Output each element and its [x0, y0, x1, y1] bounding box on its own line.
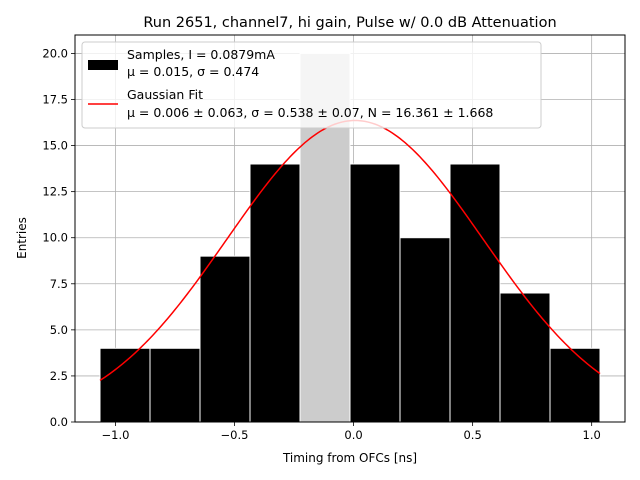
- legend-fit-stats: μ = 0.006 ± 0.063, σ = 0.538 ± 0.07, N =…: [127, 105, 493, 120]
- x-tick-label: −0.5: [221, 428, 249, 442]
- histogram-bar: [99, 347, 151, 423]
- histogram-bar: [199, 255, 251, 423]
- histogram-bar: [549, 347, 601, 423]
- histogram-bar: [349, 163, 401, 423]
- plot-frame: [74, 34, 626, 423]
- y-tick-label: 12.5: [42, 185, 68, 199]
- histogram-bar: [149, 347, 201, 423]
- x-tick-label: 1.0: [583, 428, 601, 442]
- legend-samples-stats: μ = 0.015, σ = 0.474: [127, 64, 259, 79]
- y-tick-label: 15.0: [42, 139, 68, 153]
- legend-fit-label: Gaussian Fit: [127, 87, 203, 102]
- x-axis-ticks: −1.0 −0.5 0.0 0.5 1.0: [102, 422, 601, 442]
- y-axis-label: Entries: [15, 217, 29, 259]
- y-axis-ticks: 0.0 2.5 5.0 7.5 10.0 12.5 15.0 17.5 20.0: [42, 46, 75, 429]
- y-tick-label: 10.0: [42, 231, 68, 245]
- x-tick-label: 0.0: [344, 428, 362, 442]
- legend: Samples, I = 0.0879mA μ = 0.015, σ = 0.4…: [81, 41, 542, 129]
- histogram-bar: [399, 237, 451, 423]
- y-tick-label: 7.5: [50, 277, 68, 291]
- chart-title: Run 2651, channel7, hi gain, Pulse w/ 0.…: [143, 15, 556, 31]
- histogram-bar: [449, 163, 501, 423]
- legend-samples-swatch: [88, 60, 118, 70]
- y-tick-label: 0.0: [50, 415, 68, 429]
- y-tick-label: 17.5: [42, 93, 68, 107]
- x-tick-label: 0.5: [463, 428, 481, 442]
- x-axis-label: Timing from OFCs [ns]: [282, 451, 417, 465]
- y-tick-label: 5.0: [50, 323, 68, 337]
- legend-box: [81, 41, 542, 129]
- x-tick-label: −1.0: [102, 428, 130, 442]
- histogram-bar: [249, 163, 301, 423]
- histogram-bar: [499, 292, 551, 423]
- y-tick-label: 2.5: [50, 369, 68, 383]
- legend-samples-label: Samples, I = 0.0879mA: [127, 47, 275, 62]
- y-tick-label: 20.0: [42, 46, 68, 60]
